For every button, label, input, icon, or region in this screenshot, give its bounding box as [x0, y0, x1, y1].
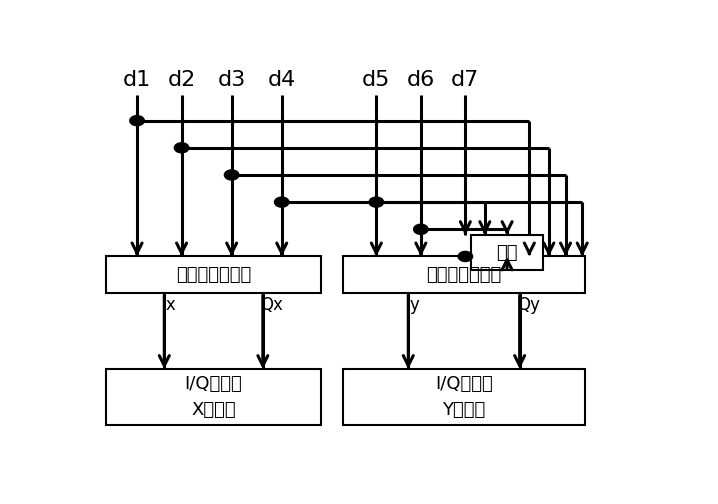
- Text: d3: d3: [218, 70, 246, 90]
- Text: Ix: Ix: [162, 296, 176, 314]
- Text: I/Q调制器
X偏振态: I/Q调制器 X偏振态: [185, 375, 243, 419]
- Text: d7: d7: [451, 70, 480, 90]
- Circle shape: [274, 197, 289, 207]
- Text: Iy: Iy: [406, 296, 420, 314]
- Circle shape: [130, 115, 144, 125]
- Circle shape: [225, 170, 239, 180]
- Text: 比特转换为符号: 比特转换为符号: [176, 266, 251, 284]
- FancyBboxPatch shape: [106, 369, 321, 425]
- FancyBboxPatch shape: [343, 369, 585, 425]
- Text: d4: d4: [268, 70, 296, 90]
- Circle shape: [369, 197, 383, 207]
- Circle shape: [174, 143, 189, 153]
- Text: d5: d5: [362, 70, 391, 90]
- Text: d6: d6: [406, 70, 435, 90]
- Text: Qy: Qy: [517, 296, 540, 314]
- Text: Qx: Qx: [260, 296, 283, 314]
- Text: 异或: 异或: [496, 243, 518, 262]
- Text: 比特转换为符号: 比特转换为符号: [426, 266, 502, 284]
- Circle shape: [458, 251, 472, 262]
- Text: I/Q调制器
Y偏振态: I/Q调制器 Y偏振态: [435, 375, 493, 419]
- FancyBboxPatch shape: [106, 257, 321, 293]
- FancyBboxPatch shape: [343, 257, 585, 293]
- FancyBboxPatch shape: [471, 235, 544, 270]
- Text: d2: d2: [167, 70, 196, 90]
- Text: d1: d1: [123, 70, 151, 90]
- Circle shape: [414, 224, 428, 234]
